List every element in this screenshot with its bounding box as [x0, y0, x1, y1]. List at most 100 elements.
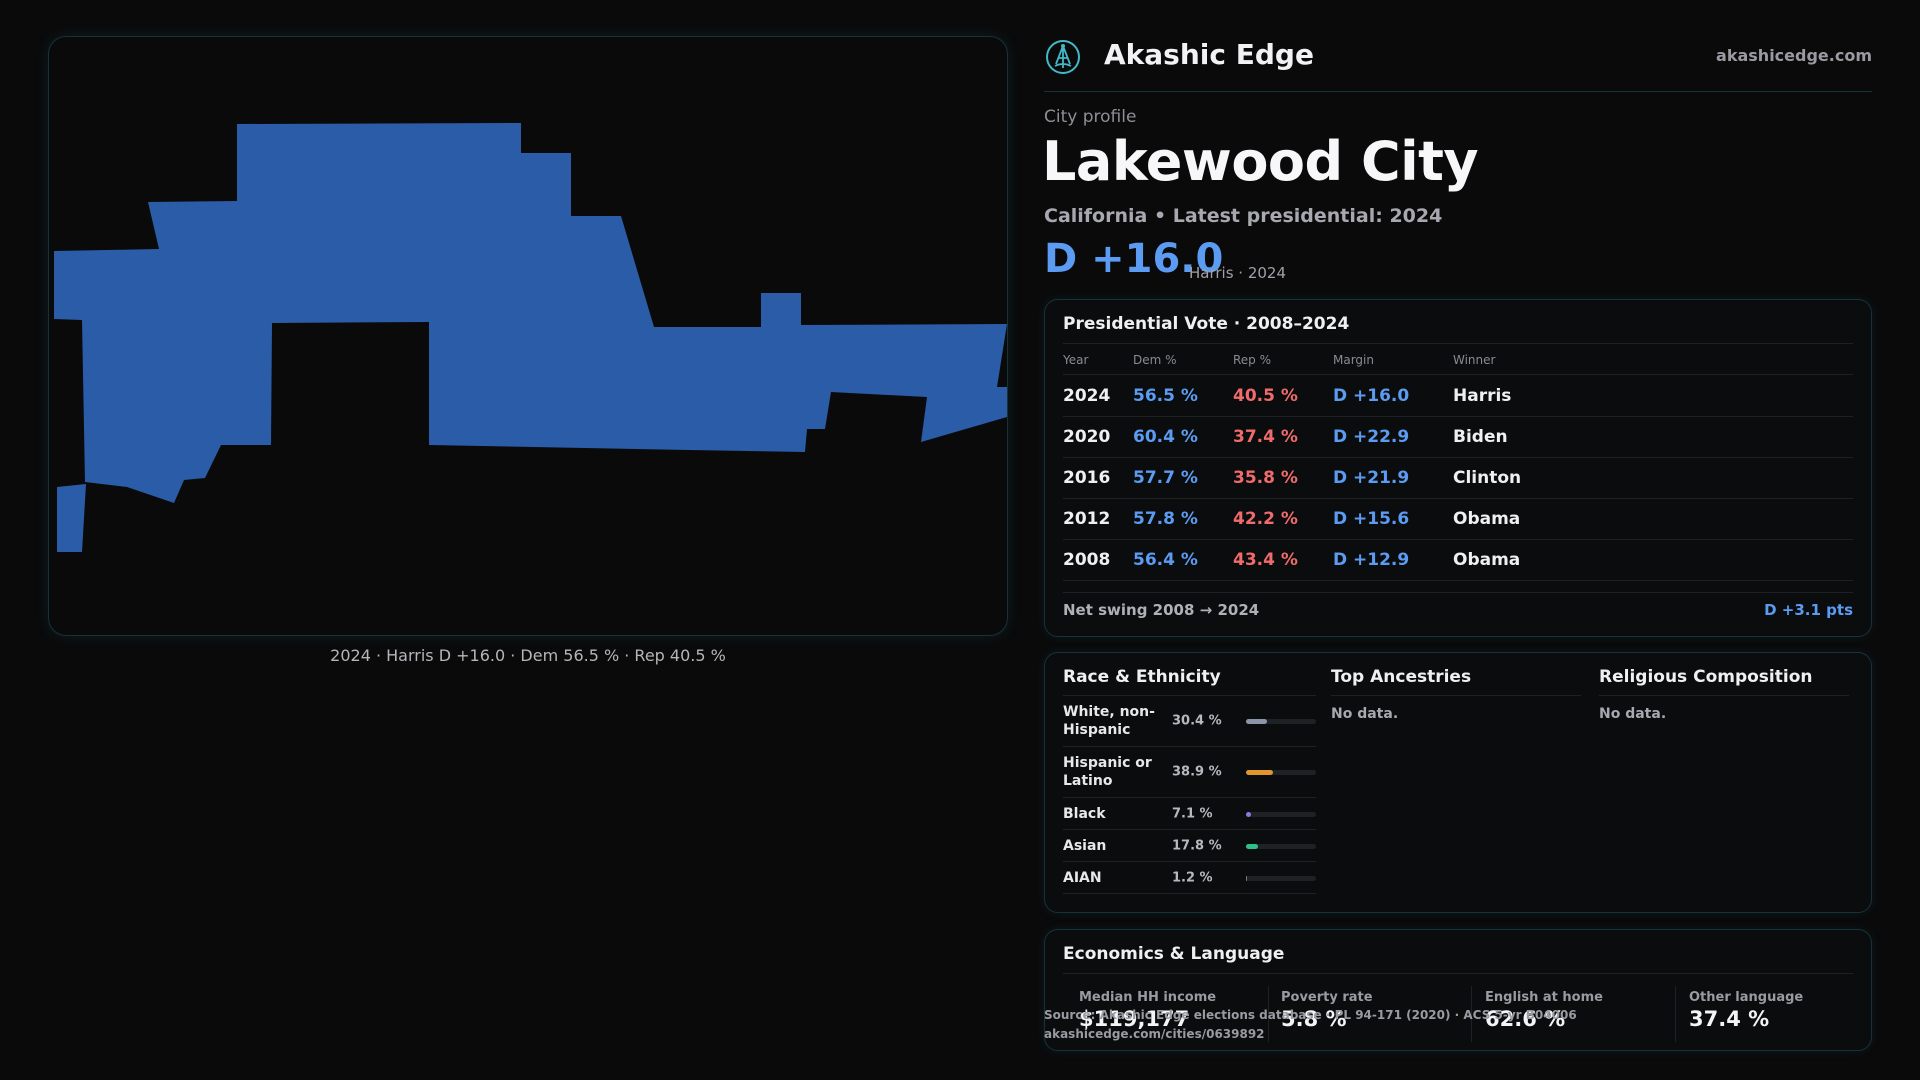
margin-cell: D +22.9 [1333, 427, 1410, 447]
year-cell: 2020 [1063, 427, 1111, 447]
winner-cell: Obama [1453, 550, 1521, 570]
net-swing-label: Net swing 2008 → 2024 [1063, 601, 1260, 619]
dem-cell: 57.7 % [1133, 468, 1198, 488]
city-map[interactable] [48, 36, 1008, 636]
race-label: White, non-Hispanic [1063, 704, 1155, 738]
table-row: 2008 56.4 % 43.4 % D +12.9 Obama [1063, 540, 1853, 581]
winner-cell: Biden [1453, 427, 1508, 447]
presidential-vote-card: Presidential Vote · 2008–2024 Year Dem %… [1044, 299, 1872, 637]
city-boundary-map [54, 123, 1007, 552]
winner-cell: Harris [1453, 386, 1512, 406]
winner-cell: Clinton [1453, 468, 1522, 488]
race-bar-fill [1246, 875, 1248, 881]
race-bar-fill [1246, 843, 1259, 849]
race-label: Black [1063, 805, 1106, 822]
header-winner: Winner [1453, 353, 1496, 367]
race-bar-fill [1246, 719, 1268, 724]
year-cell: 2016 [1063, 468, 1111, 488]
econ-value: $119,177 [1079, 1007, 1190, 1031]
race-bar-fill [1246, 811, 1251, 817]
rep-cell: 42.2 % [1233, 509, 1298, 529]
tree-emblem-icon [1046, 40, 1080, 74]
table-row: 2020 60.4 % 37.4 % D +22.9 Biden [1063, 417, 1853, 458]
race-row: White, non-Hispanic 30.4 % [1063, 696, 1316, 747]
divider [1675, 986, 1676, 1042]
divider [1268, 986, 1269, 1042]
brand-domain-link[interactable]: akashicedge.com [1716, 46, 1872, 65]
divider [1471, 986, 1472, 1042]
economics-card: Economics & Language Median HH income $1… [1044, 929, 1872, 1051]
rep-cell: 43.4 % [1233, 550, 1298, 570]
year-cell: 2012 [1063, 509, 1111, 529]
race-row: Hispanic or Latino 38.9 % [1063, 747, 1316, 798]
header-dem: Dem % [1133, 353, 1177, 367]
header-margin: Margin [1333, 353, 1374, 367]
city-boundary-shape [54, 123, 1007, 552]
net-swing: Net swing 2008 → 2024 D +3.1 pts [1063, 592, 1853, 622]
econ-label: Poverty rate [1281, 990, 1373, 1005]
religion-title: Religious Composition [1599, 667, 1849, 696]
econ-stat: Poverty rate 5.8 % [1281, 990, 1481, 1031]
rep-cell: 37.4 % [1233, 427, 1298, 447]
margin-cell: D +21.9 [1333, 468, 1410, 488]
dem-cell: 56.4 % [1133, 550, 1198, 570]
race-row: AIAN 1.2 % [1063, 862, 1316, 894]
econ-value: 5.8 % [1281, 1007, 1347, 1031]
race-row: Asian 17.8 % [1063, 830, 1316, 862]
source-url[interactable]: akashicedge.com/cities/0639892 [1044, 1027, 1265, 1041]
race-bar [1246, 811, 1316, 817]
rep-cell: 40.5 % [1233, 386, 1298, 406]
race-percent: 1.2 % [1172, 870, 1213, 885]
vote-table-header: Year Dem % Rep % Margin Winner [1063, 351, 1853, 375]
ancestries-title: Top Ancestries [1331, 667, 1581, 696]
econ-label: Median HH income [1079, 990, 1217, 1005]
race-percent: 7.1 % [1172, 806, 1213, 821]
religion-empty: No data. [1599, 706, 1667, 722]
latest-margin-note: Harris · 2024 [1189, 264, 1287, 282]
ancestries-section: Top Ancestries No data. [1331, 667, 1581, 722]
page-title: Lakewood City [1042, 130, 1479, 193]
header-rep: Rep % [1233, 353, 1272, 367]
profile-subtitle: California • Latest presidential: 2024 [1044, 205, 1443, 227]
econ-value: 62.6 % [1485, 1007, 1566, 1031]
race-bar-fill [1246, 770, 1274, 775]
race-percent: 38.9 % [1172, 764, 1222, 780]
rep-cell: 35.8 % [1233, 468, 1298, 488]
econ-stat: Median HH income $119,177 [1079, 990, 1279, 1031]
divider [1063, 343, 1853, 344]
brand-name: Akashic Edge [1104, 38, 1314, 71]
dem-cell: 56.5 % [1133, 386, 1198, 406]
race-label: Hispanic or Latino [1063, 755, 1152, 789]
divider [1063, 973, 1853, 974]
demographics-card: Race & Ethnicity White, non-Hispanic 30.… [1044, 652, 1872, 913]
year-cell: 2008 [1063, 550, 1111, 570]
margin-cell: D +12.9 [1333, 550, 1410, 570]
race-ethnicity-title: Race & Ethnicity [1063, 667, 1316, 696]
profile-kicker: City profile [1044, 107, 1137, 127]
winner-cell: Obama [1453, 509, 1521, 529]
race-label: AIAN [1063, 869, 1102, 886]
race-percent: 30.4 % [1172, 713, 1222, 729]
table-row: 2024 56.5 % 40.5 % D +16.0 Harris [1063, 376, 1853, 417]
year-cell: 2024 [1063, 386, 1111, 406]
margin-cell: D +15.6 [1333, 509, 1410, 529]
religion-section: Religious Composition No data. [1599, 667, 1849, 722]
race-ethnicity-section: Race & Ethnicity White, non-Hispanic 30.… [1063, 667, 1316, 894]
race-bar [1246, 719, 1316, 724]
dem-cell: 60.4 % [1133, 427, 1198, 447]
brand-header: Akashic Edge akashicedge.com [1044, 36, 1872, 92]
net-swing-value: D +3.1 pts [1764, 601, 1853, 619]
latest-margin: D +16.0 [1044, 236, 1224, 282]
econ-label: English at home [1485, 990, 1603, 1005]
header-year: Year [1063, 353, 1089, 367]
race-bar [1246, 770, 1316, 775]
race-label: Asian [1063, 837, 1107, 854]
econ-value: 37.4 % [1689, 1007, 1770, 1031]
margin-cell: D +16.0 [1333, 386, 1410, 406]
race-row: Black 7.1 % [1063, 798, 1316, 830]
ancestries-empty: No data. [1331, 706, 1399, 722]
econ-stat: Other language 37.4 % [1689, 990, 1871, 1031]
economics-title: Economics & Language [1063, 944, 1285, 964]
race-percent: 17.8 % [1172, 838, 1222, 853]
presidential-vote-title: Presidential Vote · 2008–2024 [1063, 314, 1350, 334]
